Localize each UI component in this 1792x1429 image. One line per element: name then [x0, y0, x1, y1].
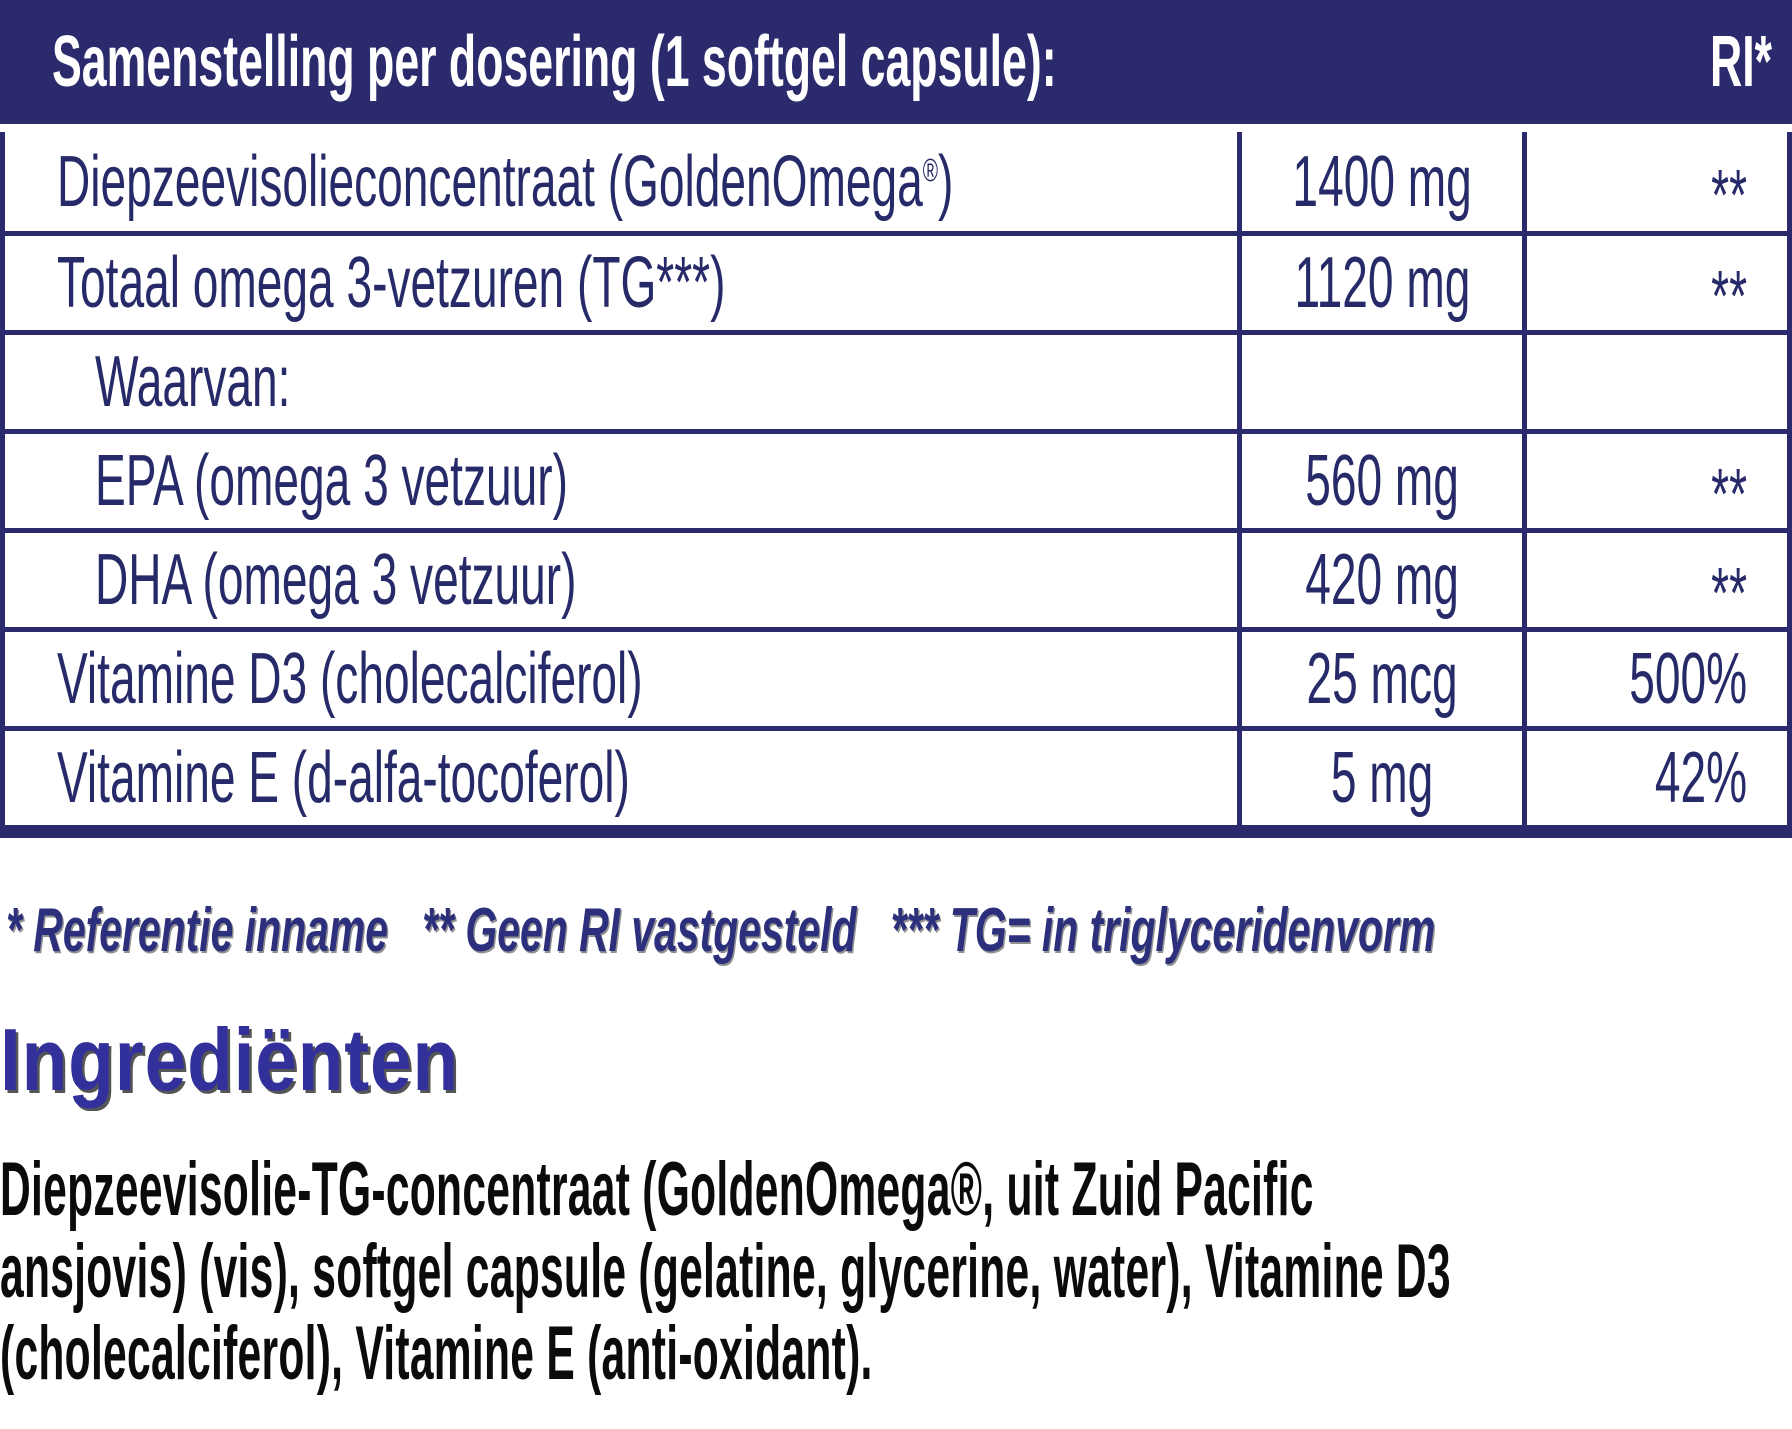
- table-row: EPA (omega 3 vetzuur) 560 mg **: [5, 429, 1787, 535]
- ingredient-name: EPA (omega 3 vetzuur): [95, 441, 568, 521]
- ri-column-header: RI*: [1710, 22, 1773, 102]
- ri-value: **: [1711, 155, 1747, 236]
- amount-value: 1120 mg: [1294, 243, 1470, 323]
- footnote-text: * Referentie inname ** Geen RI vastgeste…: [6, 895, 1436, 965]
- ri-value: **: [1711, 257, 1747, 337]
- ingredients-line: Diepzeevisolie-TG-concentraat (GoldenOme…: [0, 1147, 1314, 1232]
- ingredients-line: ansjovis) (vis), softgel capsule (gelati…: [0, 1229, 1451, 1314]
- ingredient-name: Totaal omega 3-vetzuren (TG***): [57, 243, 726, 323]
- table-row: Waarvan:: [5, 330, 1787, 429]
- ingredient-name: Diepzeevisolieconcentraat (GoldenOmega®): [57, 141, 954, 222]
- ingredient-name: Waarvan:: [95, 342, 291, 422]
- ingredients-line: (cholecalciferol), Vitamine E (anti-oxid…: [0, 1311, 873, 1396]
- table-title: Samenstelling per dosering (1 softgel ca…: [52, 22, 1057, 102]
- table-row: Vitamine D3 (cholecalciferol) 25 mcg 500…: [5, 627, 1787, 726]
- amount-value: 420 mg: [1305, 540, 1459, 620]
- ingredients-heading-text: Ingrediënten: [0, 1010, 460, 1109]
- ri-value: 42%: [1654, 738, 1747, 818]
- composition-table: Diepzeevisolieconcentraat (GoldenOmega®)…: [0, 132, 1792, 838]
- ingredients-paragraph: Diepzeevisolie-TG-concentraat (GoldenOme…: [0, 1146, 1792, 1396]
- ingredients-heading: Ingrediënten: [0, 1010, 1792, 1110]
- table-header-bar: Samenstelling per dosering (1 softgel ca…: [0, 0, 1792, 124]
- table-row: Vitamine E (d-alfa-tocoferol) 5 mg 42%: [5, 726, 1787, 825]
- ingredient-name: Vitamine E (d-alfa-tocoferol): [57, 738, 630, 818]
- amount-value: 560 mg: [1305, 441, 1459, 521]
- table-row: Diepzeevisolieconcentraat (GoldenOmega®)…: [5, 132, 1787, 236]
- ri-value: **: [1711, 455, 1747, 535]
- amount-value: 25 mcg: [1306, 639, 1458, 719]
- ri-value: 500%: [1629, 639, 1747, 719]
- table-row: DHA (omega 3 vetzuur) 420 mg **: [5, 528, 1787, 634]
- ri-value: **: [1711, 554, 1747, 634]
- ingredient-name: Vitamine D3 (cholecalciferol): [57, 639, 643, 719]
- amount-value: 1400 mg: [1292, 141, 1472, 222]
- registered-trademark-symbol: ®: [922, 151, 939, 188]
- footnote: * Referentie inname ** Geen RI vastgeste…: [0, 894, 1792, 966]
- table-row: Totaal omega 3-vetzuren (TG***) 1120 mg …: [5, 231, 1787, 337]
- amount-value: 5 mg: [1330, 738, 1434, 818]
- ingredient-name: DHA (omega 3 vetzuur): [95, 540, 577, 620]
